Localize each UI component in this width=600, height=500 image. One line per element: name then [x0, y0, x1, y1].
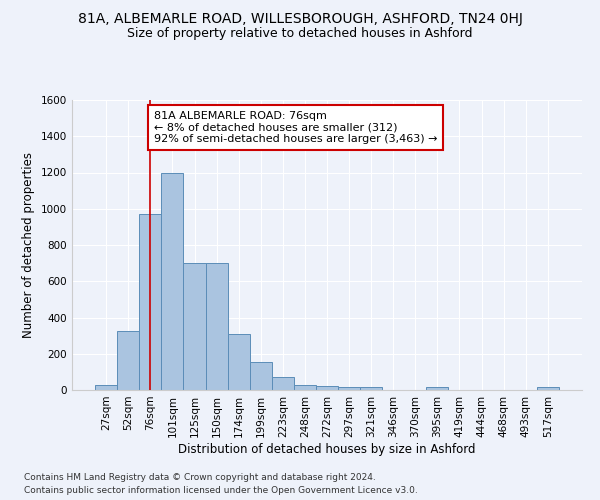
Text: 81A, ALBEMARLE ROAD, WILLESBOROUGH, ASHFORD, TN24 0HJ: 81A, ALBEMARLE ROAD, WILLESBOROUGH, ASHF…: [77, 12, 523, 26]
Text: 81A ALBEMARLE ROAD: 76sqm
← 8% of detached houses are smaller (312)
92% of semi-: 81A ALBEMARLE ROAD: 76sqm ← 8% of detach…: [154, 111, 437, 144]
Bar: [360, 388, 382, 390]
Bar: [139, 214, 161, 390]
Text: Contains HM Land Registry data © Crown copyright and database right 2024.: Contains HM Land Registry data © Crown c…: [24, 472, 376, 482]
Bar: [427, 388, 448, 390]
Text: Contains public sector information licensed under the Open Government Licence v3: Contains public sector information licen…: [24, 486, 418, 495]
Bar: [184, 263, 206, 390]
Bar: [161, 174, 184, 390]
Bar: [272, 378, 294, 390]
Bar: [250, 362, 272, 390]
Bar: [294, 384, 316, 390]
X-axis label: Distribution of detached houses by size in Ashford: Distribution of detached houses by size …: [178, 442, 476, 456]
Bar: [117, 331, 139, 390]
Y-axis label: Number of detached properties: Number of detached properties: [22, 152, 35, 338]
Bar: [338, 388, 360, 390]
Bar: [95, 384, 117, 390]
Bar: [206, 263, 227, 390]
Bar: [537, 388, 559, 390]
Text: Size of property relative to detached houses in Ashford: Size of property relative to detached ho…: [127, 28, 473, 40]
Bar: [227, 334, 250, 390]
Bar: [316, 386, 338, 390]
